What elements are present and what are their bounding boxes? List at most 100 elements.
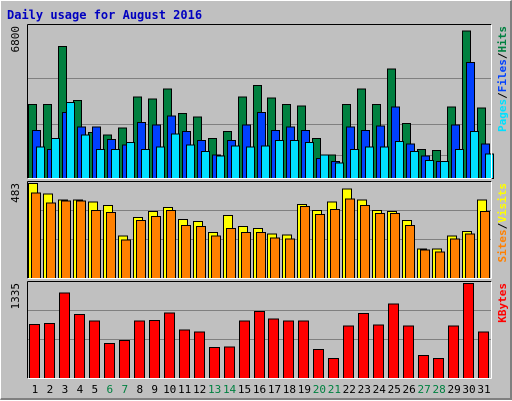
bar-pages-day-24 — [380, 146, 389, 180]
x-tick-label-day-19: 19 — [298, 383, 311, 396]
bar-kbytes-day-10 — [164, 312, 175, 379]
bar-sites-day-26 — [405, 224, 415, 279]
bar-sites-day-5 — [91, 210, 101, 279]
bar-kbytes-day-26 — [403, 325, 414, 379]
bar-sites-day-14 — [226, 227, 236, 280]
bar-sites-day-12 — [196, 225, 206, 280]
bar-pages-day-3 — [66, 102, 75, 179]
x-tick-label-day-23: 23 — [358, 383, 371, 396]
x-tick-label-day-15: 15 — [238, 383, 251, 396]
bar-sites-day-4 — [76, 200, 86, 279]
panel-kbytes-legend: KBytes — [496, 283, 509, 323]
bar-kbytes-day-27 — [418, 354, 429, 379]
bar-kbytes-day-29 — [448, 325, 459, 379]
bar-sites-day-15 — [241, 231, 251, 280]
bar-kbytes-day-19 — [298, 320, 309, 380]
x-tick-label-day-8: 8 — [136, 383, 143, 396]
bar-kbytes-day-16 — [254, 311, 265, 379]
bar-pages-day-6 — [111, 148, 120, 179]
x-tick-label-day-12: 12 — [193, 383, 206, 396]
bar-pages-day-4 — [81, 134, 90, 179]
bar-sites-day-2 — [46, 202, 56, 279]
legend-entry-sites: Sites — [496, 229, 509, 262]
bar-sites-day-16 — [256, 231, 266, 280]
x-tick-label-day-27: 27 — [418, 383, 431, 396]
bar-sites-day-25 — [390, 213, 400, 279]
bar-pages-day-16 — [261, 145, 270, 180]
bar-sites-day-28 — [435, 251, 445, 279]
bar-sites-day-18 — [285, 238, 295, 279]
bar-pages-day-5 — [96, 148, 105, 179]
bar-pages-day-1 — [36, 146, 45, 180]
panel-visits_sites-ymax-label: 483 — [9, 183, 22, 203]
x-tick-label-day-22: 22 — [343, 383, 356, 396]
bar-pages-day-20 — [320, 154, 329, 180]
bar-pages-day-2 — [51, 137, 60, 180]
x-tick-label-day-16: 16 — [253, 383, 266, 396]
legend-entry-visits: Visits — [496, 183, 509, 223]
x-tick-label-day-25: 25 — [388, 383, 401, 396]
bar-sites-day-31 — [480, 211, 490, 279]
bar-kbytes-day-28 — [433, 358, 444, 380]
bar-sites-day-27 — [420, 249, 430, 279]
bar-pages-day-19 — [305, 142, 314, 179]
panel-pages_files_hits-ymax-label: 6800 — [9, 26, 22, 53]
legend-entry-files: Files — [496, 59, 509, 92]
x-tick-label-day-1: 1 — [32, 383, 39, 396]
bar-kbytes-day-22 — [343, 325, 354, 379]
bar-kbytes-day-21 — [328, 358, 339, 380]
bar-sites-day-21 — [330, 209, 340, 279]
panel-kbytes-ymax-label: 1335 — [9, 283, 22, 310]
bar-pages-day-13 — [216, 155, 225, 180]
legend-entry-hits: Hits — [496, 26, 509, 53]
x-tick-label-day-20: 20 — [313, 383, 326, 396]
bar-sites-day-6 — [106, 212, 116, 279]
bar-pages-day-7 — [126, 142, 135, 179]
bar-sites-day-22 — [345, 198, 355, 279]
x-tick-label-day-24: 24 — [373, 383, 387, 396]
x-tick-label-day-26: 26 — [403, 383, 416, 396]
panel-visits_sites-legend: Sites/Visits — [496, 183, 509, 263]
bar-pages-day-21 — [335, 162, 344, 179]
bar-sites-day-8 — [136, 219, 146, 279]
bar-sites-day-19 — [300, 206, 310, 279]
bar-pages-day-11 — [186, 144, 195, 179]
bar-sites-day-3 — [61, 200, 71, 279]
bar-sites-day-9 — [151, 216, 161, 279]
bar-sites-day-10 — [166, 210, 176, 279]
bar-pages-day-18 — [290, 140, 299, 179]
legend-entry-kbytes: KBytes — [496, 283, 509, 323]
bar-pages-day-31 — [485, 153, 494, 179]
bar-kbytes-day-13 — [209, 347, 220, 380]
bar-sites-day-13 — [211, 235, 221, 280]
bar-kbytes-day-1 — [29, 323, 40, 379]
x-tick-label-day-18: 18 — [283, 383, 296, 396]
bar-pages-day-23 — [365, 146, 374, 180]
x-tick-label-day-28: 28 — [432, 383, 445, 396]
bar-sites-day-29 — [450, 238, 460, 279]
x-tick-label-day-3: 3 — [62, 383, 69, 396]
bar-kbytes-day-30 — [463, 283, 474, 379]
x-tick-label-day-14: 14 — [223, 383, 237, 396]
bar-pages-day-15 — [246, 146, 255, 180]
bar-kbytes-day-8 — [134, 320, 145, 380]
bar-kbytes-day-11 — [179, 329, 190, 379]
bar-pages-day-22 — [350, 148, 359, 179]
x-tick-label-day-30: 30 — [462, 383, 475, 396]
bar-kbytes-day-3 — [59, 292, 70, 380]
bar-sites-day-7 — [121, 239, 131, 280]
bar-pages-day-9 — [156, 146, 165, 180]
bar-pages-day-8 — [141, 148, 150, 179]
x-tick-label-day-13: 13 — [208, 383, 221, 396]
chart-title: Daily usage for August 2016 — [7, 8, 202, 22]
x-tick-label-day-11: 11 — [178, 383, 191, 396]
bar-kbytes-day-23 — [358, 313, 369, 379]
x-tick-label-day-4: 4 — [77, 383, 84, 396]
x-tick-label-day-29: 29 — [447, 383, 460, 396]
legend-entry-: / — [496, 52, 509, 59]
x-tick-label-day-31: 31 — [477, 383, 490, 396]
bar-pages-day-12 — [201, 151, 210, 179]
x-tick-label-day-17: 17 — [268, 383, 281, 396]
x-tick-label-day-6: 6 — [107, 383, 114, 396]
bar-pages-day-25 — [395, 141, 404, 179]
